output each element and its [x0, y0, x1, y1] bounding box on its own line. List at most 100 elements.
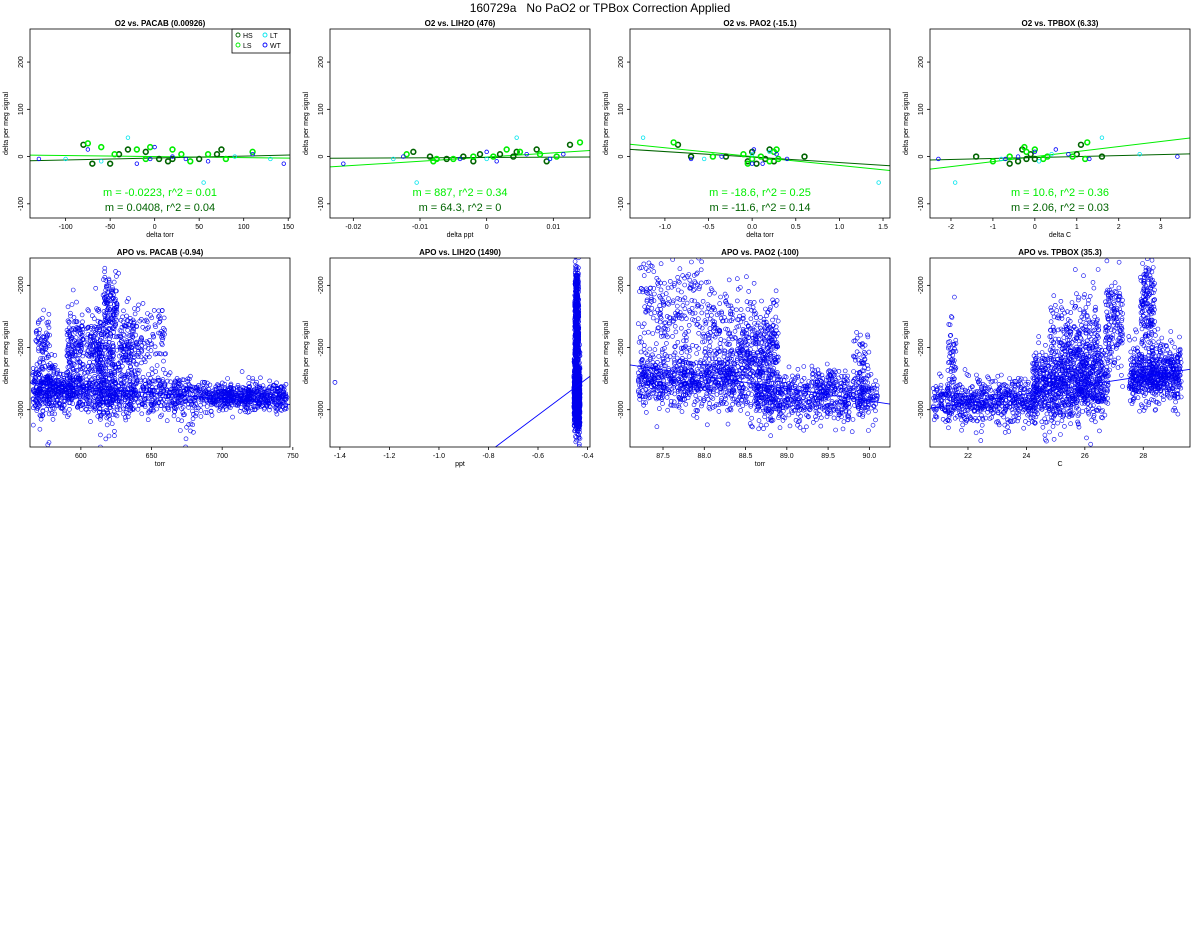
fit-annotation-1: m = -18.6, r^2 = 0.25 [709, 187, 811, 199]
data-point [111, 311, 116, 317]
data-point [273, 383, 279, 389]
data-point [184, 424, 189, 430]
data-point [95, 401, 100, 407]
data-point [167, 370, 173, 376]
point-LS [709, 153, 717, 160]
data-point [86, 364, 91, 369]
data-point [138, 396, 144, 401]
point-HS [1014, 158, 1022, 165]
plot-area [630, 135, 890, 185]
data-point [710, 396, 716, 401]
data-point [138, 379, 143, 385]
data-point [50, 366, 56, 372]
point-HS [1077, 141, 1085, 148]
data-point [110, 361, 115, 367]
data-point [149, 315, 155, 321]
data-point [204, 404, 210, 409]
data-point [70, 401, 75, 406]
data-point [129, 328, 135, 334]
data-point [135, 354, 141, 360]
point-LS [576, 139, 584, 146]
x-tick-label: -0.4 [581, 453, 593, 460]
data-point [707, 401, 712, 406]
point-WT [494, 159, 499, 164]
data-point [181, 385, 187, 391]
y-tick-label: -2000 [618, 276, 625, 294]
data-point [124, 410, 129, 415]
data-point [572, 413, 578, 419]
data-point [65, 350, 71, 356]
data-point [107, 336, 112, 342]
point-HS [513, 148, 520, 156]
data-point [135, 406, 141, 412]
data-point [695, 408, 700, 413]
point-LS [111, 151, 118, 158]
x-tick-label: 700 [216, 453, 228, 460]
data-point [114, 300, 119, 306]
panel-title: O2 vs. PAO2 (-15.1) [723, 19, 797, 28]
data-point [97, 329, 102, 334]
point-WT [205, 159, 211, 164]
point-WT [85, 147, 91, 152]
data-point [50, 417, 56, 422]
data-point [68, 336, 74, 342]
data-point [81, 394, 87, 400]
data-point [104, 310, 110, 316]
data-point [225, 376, 230, 381]
panel-title: APO vs. LIH2O (1490) [419, 248, 501, 257]
data-point [85, 409, 91, 415]
data-point [147, 409, 152, 415]
data-point [643, 410, 649, 415]
data-point [694, 415, 700, 420]
data-point [127, 375, 133, 381]
data-point [160, 308, 165, 313]
data-point [116, 270, 121, 276]
data-point [178, 428, 183, 433]
data-point [42, 395, 47, 400]
data-point [103, 379, 109, 385]
data-point [55, 379, 60, 384]
data-point [161, 397, 166, 402]
point-LS [403, 151, 410, 158]
data-point [64, 332, 70, 338]
data-point [718, 380, 724, 386]
data-point [40, 408, 46, 414]
data-point [92, 368, 98, 374]
point-LS [222, 155, 230, 163]
data-point [201, 385, 206, 391]
data-point [46, 311, 52, 317]
data-point [145, 352, 150, 357]
data-point [576, 237, 580, 241]
data-point [198, 408, 204, 413]
data-point [107, 396, 113, 402]
point-WT [751, 147, 757, 152]
y-tick-label: 100 [18, 103, 25, 115]
data-point [88, 395, 93, 401]
data-point [658, 382, 663, 387]
data-point [101, 321, 106, 327]
data-point [129, 345, 134, 351]
data-point [172, 383, 177, 389]
data-point [691, 402, 697, 408]
data-point [204, 383, 209, 389]
data-point [48, 387, 54, 392]
data-point [72, 392, 77, 398]
data-point [85, 325, 91, 330]
data-point [148, 376, 153, 381]
data-point [573, 330, 578, 336]
x-axis-label: delta torr [746, 232, 774, 239]
data-point [636, 388, 641, 393]
y-axis-label: delta per meg signal [303, 321, 310, 384]
data-point [161, 387, 167, 393]
data-point [37, 340, 42, 346]
point-HS [106, 160, 114, 167]
data-point [573, 406, 579, 412]
data-point [274, 411, 280, 417]
point-HS [533, 146, 540, 153]
data-point [198, 390, 204, 395]
data-point [114, 407, 120, 413]
point-HS [1006, 160, 1013, 167]
data-point [208, 408, 214, 414]
data-point [685, 360, 691, 366]
data-point [85, 389, 90, 394]
